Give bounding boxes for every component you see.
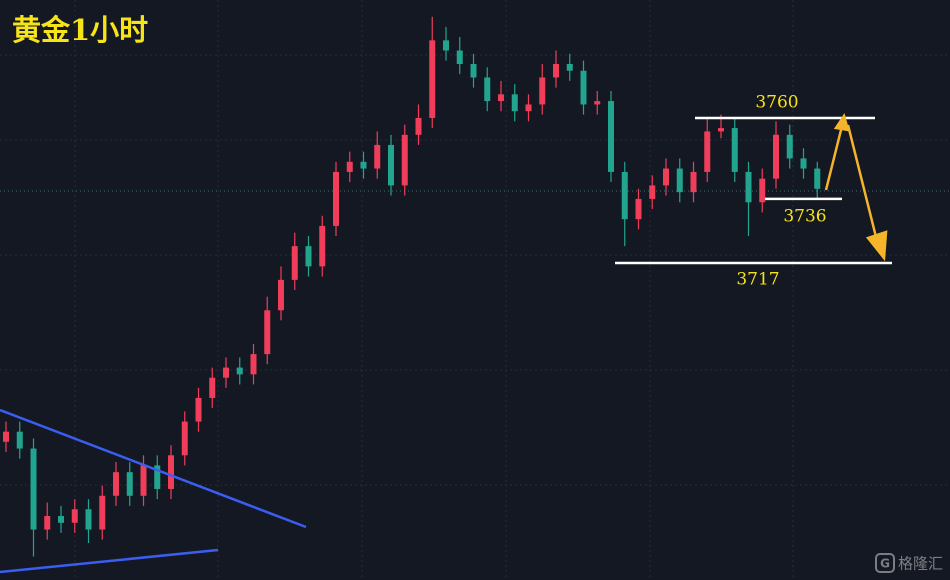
trendline bbox=[0, 548, 219, 574]
candle-body bbox=[718, 128, 724, 132]
candle-body bbox=[374, 144, 381, 169]
candle-body bbox=[566, 63, 573, 71]
candle-body bbox=[181, 421, 188, 456]
candle-body bbox=[484, 77, 491, 102]
candle-body bbox=[195, 397, 202, 422]
candle-body bbox=[319, 225, 326, 267]
candle-body bbox=[594, 101, 601, 105]
candle-body bbox=[663, 168, 669, 186]
candle-body bbox=[388, 144, 394, 186]
watermark: 格隆汇 bbox=[898, 555, 943, 573]
trendline bbox=[0, 408, 307, 529]
candle-body bbox=[443, 40, 449, 51]
candle-body bbox=[250, 354, 257, 375]
candle-body bbox=[800, 158, 807, 169]
levels: 3760 3736 3717 bbox=[615, 92, 892, 290]
candle-body bbox=[731, 128, 738, 172]
candle-body bbox=[786, 134, 793, 159]
candle-body bbox=[16, 431, 23, 449]
candle-body bbox=[3, 431, 9, 442]
candle-body bbox=[539, 77, 546, 105]
candle-body bbox=[113, 472, 119, 496]
candle-body bbox=[71, 509, 78, 523]
candle-body bbox=[278, 279, 284, 311]
watermark-group: G 格隆汇 bbox=[875, 553, 943, 573]
candle-body bbox=[85, 509, 92, 530]
candle-body bbox=[236, 367, 243, 375]
candle-body bbox=[759, 178, 766, 203]
candle-body bbox=[99, 495, 106, 530]
candle-body bbox=[511, 94, 518, 112]
watermark-logo bbox=[875, 553, 895, 573]
arrow-head bbox=[865, 230, 888, 262]
candle-body bbox=[553, 63, 559, 78]
chart-title: 黄金1小时 bbox=[12, 13, 148, 47]
candle-body bbox=[704, 131, 711, 172]
level-label: 3760 bbox=[755, 92, 798, 112]
candle-body bbox=[676, 168, 683, 193]
candle-body bbox=[635, 198, 642, 220]
candle-body bbox=[305, 246, 312, 267]
candle-body bbox=[525, 104, 532, 112]
candle-body bbox=[30, 448, 37, 530]
candle-body bbox=[291, 246, 298, 280]
arrow-down bbox=[846, 124, 880, 246]
candle-body bbox=[126, 472, 133, 496]
candle-body bbox=[470, 63, 477, 78]
candles bbox=[3, 16, 821, 557]
candle-body bbox=[429, 40, 436, 118]
level-label: 3736 bbox=[783, 206, 826, 226]
candle-body bbox=[209, 377, 216, 398]
candle-body bbox=[621, 171, 628, 220]
candle-body bbox=[456, 50, 463, 64]
candle-body bbox=[415, 117, 422, 135]
trendlines bbox=[0, 408, 307, 574]
candle-body bbox=[333, 171, 339, 226]
level-label: 3717 bbox=[736, 270, 779, 290]
candle-body bbox=[223, 367, 229, 378]
candle-body bbox=[814, 168, 821, 189]
candle-body bbox=[44, 516, 51, 530]
candle-body bbox=[580, 70, 587, 105]
candle-body bbox=[154, 465, 161, 490]
candle-body bbox=[346, 161, 353, 172]
candle-body bbox=[649, 185, 656, 199]
watermark-logo-letter: G bbox=[880, 557, 890, 571]
candle-body bbox=[360, 161, 367, 169]
candle-body bbox=[773, 134, 779, 179]
candle-body bbox=[168, 455, 174, 490]
arrow-up bbox=[824, 121, 845, 191]
arrows bbox=[824, 113, 888, 262]
candle-body bbox=[264, 310, 271, 355]
candle-body bbox=[401, 134, 408, 186]
arrow-head bbox=[833, 113, 850, 132]
candle-body bbox=[745, 171, 752, 203]
candle-body bbox=[690, 171, 697, 193]
candle-body bbox=[58, 516, 64, 523]
candle-body bbox=[498, 94, 504, 102]
candle-body bbox=[140, 465, 147, 496]
candle-body bbox=[608, 101, 614, 172]
